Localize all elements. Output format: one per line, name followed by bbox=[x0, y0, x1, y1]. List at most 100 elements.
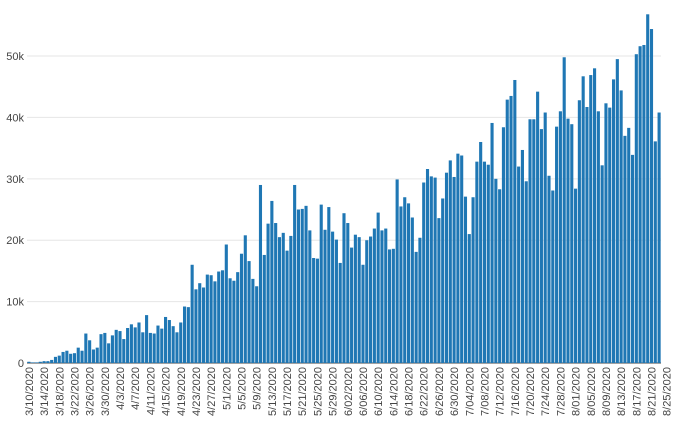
x-tick-label: 8/09/2020 bbox=[601, 367, 613, 416]
bar bbox=[31, 362, 35, 363]
bar bbox=[627, 127, 631, 364]
bar bbox=[167, 320, 171, 363]
bar bbox=[334, 239, 338, 363]
bar bbox=[95, 347, 99, 363]
x-tick-label: 5/1/2020 bbox=[221, 367, 233, 410]
x-tick-label: 7/28/2020 bbox=[555, 367, 567, 416]
bar bbox=[296, 209, 300, 363]
bar bbox=[129, 324, 133, 363]
bar bbox=[623, 135, 627, 363]
bar bbox=[399, 206, 403, 363]
x-tick-label: 7/16/2020 bbox=[510, 367, 522, 416]
bar bbox=[501, 127, 505, 363]
bar bbox=[513, 79, 517, 364]
bar bbox=[524, 181, 528, 363]
bar bbox=[198, 283, 202, 363]
x-tick-label: 3/30/2020 bbox=[100, 367, 112, 416]
x-tick-label: 6/26/2020 bbox=[434, 367, 446, 416]
x-tick-label: 6/30/2020 bbox=[449, 367, 461, 416]
bar bbox=[528, 119, 532, 363]
bar bbox=[300, 208, 304, 363]
bar bbox=[53, 356, 58, 363]
bar bbox=[277, 237, 282, 363]
bar bbox=[441, 198, 445, 363]
x-tick-label: 4/11/2020 bbox=[145, 367, 157, 415]
bar bbox=[388, 249, 392, 363]
bar bbox=[88, 340, 92, 363]
bar bbox=[42, 361, 46, 363]
y-tick-label: 50k bbox=[6, 51, 24, 63]
y-tick-label: 30k bbox=[6, 174, 24, 186]
bar bbox=[467, 234, 471, 363]
bar bbox=[114, 329, 118, 363]
bar bbox=[84, 333, 88, 363]
bar bbox=[649, 29, 654, 364]
x-tick-label: 5/25/2020 bbox=[312, 367, 324, 416]
x-tick-label: 8/05/2020 bbox=[586, 367, 598, 416]
bar bbox=[494, 178, 498, 363]
y-tick-label: 10k bbox=[6, 297, 24, 309]
y-tick-label: 0 bbox=[18, 358, 24, 370]
bar bbox=[65, 350, 69, 363]
bar bbox=[243, 235, 247, 363]
bar bbox=[418, 237, 422, 363]
x-tick-label: 3/10/2020 bbox=[24, 367, 36, 416]
x-tick-label: 8/21/2020 bbox=[647, 367, 659, 416]
bar bbox=[589, 75, 593, 363]
bar bbox=[482, 161, 487, 363]
bar bbox=[315, 258, 319, 363]
bar bbox=[657, 112, 661, 364]
x-tick-label: 4/3/2020 bbox=[115, 367, 127, 410]
bar bbox=[638, 46, 642, 363]
bar bbox=[72, 353, 77, 363]
bar bbox=[456, 153, 460, 363]
x-tick-label: 6/22/2020 bbox=[419, 367, 431, 416]
bar bbox=[646, 14, 650, 364]
bar bbox=[99, 334, 103, 363]
x-tick-label: 8/25/2020 bbox=[662, 367, 674, 416]
bar bbox=[460, 155, 464, 363]
bar bbox=[437, 218, 441, 363]
bar bbox=[380, 230, 384, 363]
bar bbox=[319, 204, 323, 363]
bar bbox=[536, 91, 540, 364]
bar bbox=[433, 177, 437, 363]
bar bbox=[289, 235, 293, 363]
bar bbox=[323, 229, 327, 363]
bar bbox=[266, 223, 270, 363]
bar bbox=[425, 169, 430, 363]
bar bbox=[213, 281, 217, 363]
bar bbox=[46, 361, 50, 363]
bar bbox=[543, 112, 547, 364]
bar bbox=[539, 129, 543, 363]
bar bbox=[285, 250, 289, 363]
bar bbox=[505, 99, 509, 363]
bar bbox=[357, 237, 361, 363]
bar bbox=[558, 111, 562, 363]
bar bbox=[376, 212, 380, 363]
bar bbox=[463, 196, 468, 363]
bar bbox=[600, 165, 604, 363]
bar bbox=[175, 332, 179, 363]
x-tick-label: 3/26/2020 bbox=[85, 367, 97, 416]
bar bbox=[103, 332, 107, 363]
bar bbox=[369, 236, 373, 363]
x-tick-label: 5/9/2020 bbox=[252, 367, 264, 410]
x-tick-label: 4/15/2020 bbox=[161, 367, 173, 416]
bar bbox=[27, 361, 31, 363]
bar bbox=[331, 231, 335, 363]
x-tick-label: 6/10/2020 bbox=[373, 367, 385, 416]
bar bbox=[653, 141, 657, 363]
bar bbox=[156, 325, 160, 363]
bar bbox=[251, 278, 255, 363]
y-axis: 0 10k 20k 30k 40k 50k bbox=[6, 51, 24, 370]
bar bbox=[327, 207, 331, 363]
bar bbox=[308, 230, 312, 363]
bar bbox=[406, 203, 411, 363]
bar bbox=[126, 328, 130, 363]
x-tick-label: 7/04/2020 bbox=[464, 367, 476, 416]
bar bbox=[179, 322, 183, 363]
bar bbox=[448, 160, 452, 363]
bar bbox=[509, 95, 513, 363]
bar bbox=[255, 286, 259, 363]
